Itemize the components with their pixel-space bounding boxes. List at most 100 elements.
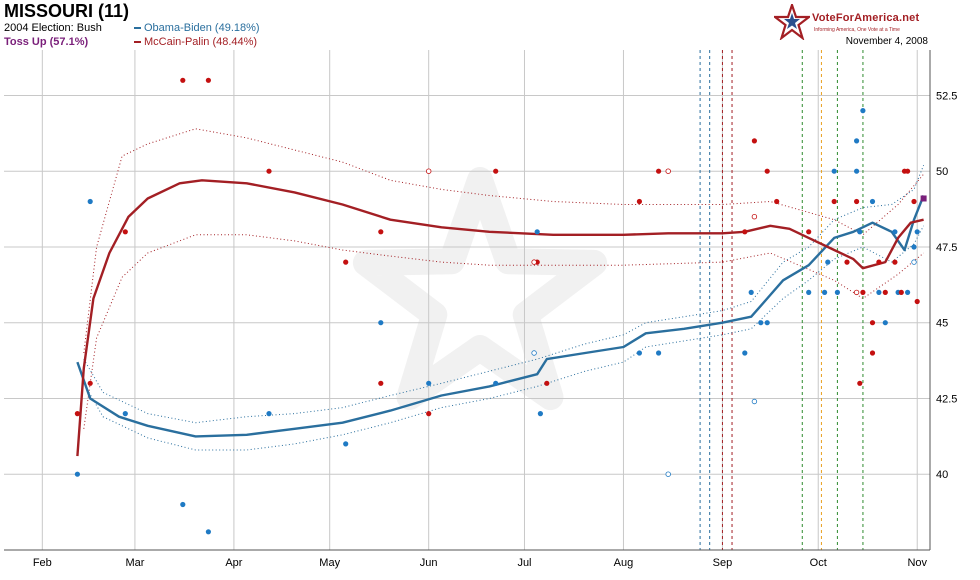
poll-point-obama (857, 229, 863, 235)
confidence-bands (83, 128, 925, 451)
x-tick-labels: Feb Mar Apr May Jun Jul Aug Sep Oct Nov (33, 557, 928, 569)
poll-point-obama (758, 320, 764, 326)
poll-point-open-obama (665, 471, 671, 477)
band-lower-mccain (83, 234, 924, 429)
chart-date: November 4, 2008 (845, 36, 928, 47)
poll-point-mccain (122, 229, 128, 235)
poll-point-mccain (898, 289, 904, 295)
x-tick-label: Mar (125, 557, 144, 569)
poll-point-mccain (742, 229, 748, 235)
band-upper-obama (83, 165, 925, 424)
poll-point-mccain (378, 229, 384, 235)
poll-point-obama (892, 229, 898, 235)
poll-point-obama (537, 411, 544, 417)
x-tick-label: Oct (810, 557, 827, 569)
legend-label-obama: Obama-Biden (49.18%) (144, 22, 260, 34)
poll-point-open-obama (911, 259, 917, 265)
y-tick-label: 40 (936, 469, 948, 481)
chart-grid (4, 50, 930, 550)
poll-point-obama (426, 380, 432, 386)
x-tick-label: Jul (517, 557, 531, 569)
poll-point-mccain (205, 77, 211, 83)
poll-point-obama (205, 529, 211, 535)
poll-point-obama (343, 441, 349, 447)
legend-label-mccain: McCain-Palin (48.44%) (144, 36, 258, 48)
poll-point-obama (748, 289, 754, 295)
poll-point-obama (493, 380, 499, 386)
poll-point-obama (656, 350, 662, 356)
poll-point-mccain (806, 229, 812, 235)
poll-point-obama (854, 138, 860, 144)
poll-point-obama (876, 289, 882, 295)
star-watermark-icon (352, 167, 608, 411)
poll-point-obama (854, 168, 860, 174)
poll-point-mccain (378, 380, 384, 386)
poll-point-obama (825, 259, 831, 265)
x-tick-label: Sep (713, 557, 733, 569)
poll-point-mccain (493, 168, 499, 174)
poll-point-mccain (266, 168, 272, 174)
star-logo-icon (774, 4, 810, 40)
poll-point-mccain (831, 198, 837, 205)
poll-point-mccain (74, 411, 80, 417)
poll-point-obama (882, 320, 888, 326)
poll-point-mccain (426, 411, 432, 417)
brand-name: VoteForAmerica.net (812, 12, 920, 24)
poll-point-mccain (636, 198, 643, 205)
y-tick-labels: 40 42.5 45 47.5 50 52.5 (936, 90, 957, 481)
legend-item-obama: Obama-Biden (49.18%) (134, 22, 260, 34)
legend-item-mccain: McCain-Palin (48.44%) (134, 36, 257, 48)
poll-point-mccain (764, 168, 770, 174)
poll-point-obama (869, 198, 876, 205)
final-result-marker (920, 195, 927, 202)
poll-point-obama (180, 501, 186, 508)
status-badge: Toss Up (57.1%) (4, 36, 89, 48)
page-title: MISSOURI (11) (4, 1, 130, 21)
poll-point-obama (266, 411, 272, 417)
poll-point-obama (636, 350, 643, 356)
trend-line-obama (76, 195, 925, 438)
poll-point-mccain (844, 259, 850, 265)
brand-logo[interactable]: VoteForAmerica.net Informing America, On… (774, 4, 936, 44)
poll-point-obama (378, 320, 384, 326)
poll-point-mccain (860, 289, 866, 295)
poll-point-open-mccain (665, 168, 671, 174)
poll-point-mccain (876, 259, 882, 265)
poll-point-open-mccain (531, 259, 537, 265)
poll-point-mccain (882, 289, 888, 295)
poll-point-open-obama (531, 350, 537, 356)
poll-point-obama (74, 471, 80, 477)
poll-point-mccain (914, 298, 920, 305)
poll-point-mccain (854, 198, 860, 205)
poll-point-obama (834, 289, 841, 295)
poll-point-obama (911, 244, 917, 250)
poll-point-obama (914, 229, 920, 235)
poll-point-obama (860, 108, 866, 114)
poll-point-obama (806, 289, 812, 295)
poll-point-mccain (892, 259, 898, 265)
x-tick-label: Feb (33, 557, 52, 569)
watermark-star (352, 167, 608, 411)
poll-point-mccain (751, 138, 758, 144)
poll-point-mccain (869, 350, 876, 356)
x-tick-label: May (319, 557, 340, 569)
poll-point-mccain (905, 168, 911, 174)
trend-lines (76, 179, 925, 457)
y-tick-label: 42.5 (936, 393, 957, 405)
y-tick-label: 47.5 (936, 242, 957, 254)
poll-point-mccain (857, 380, 863, 386)
poll-point-obama (534, 229, 540, 235)
poll-point-open-obama (751, 398, 758, 405)
poll-point-mccain (343, 259, 349, 265)
poll-point-open-mccain (751, 213, 758, 220)
poll-points (74, 77, 927, 535)
brand-tagline: Informing America, One Vote at a Time (814, 27, 900, 33)
poll-point-mccain (656, 168, 662, 174)
poll-point-open-mccain (853, 289, 860, 296)
trend-line-mccain (76, 179, 924, 457)
x-tick-label: Apr (225, 557, 242, 569)
y-tick-label: 52.5 (936, 90, 957, 102)
poll-point-mccain (87, 380, 93, 386)
poll-point-obama (122, 411, 128, 417)
poll-point-open-mccain (426, 168, 432, 174)
